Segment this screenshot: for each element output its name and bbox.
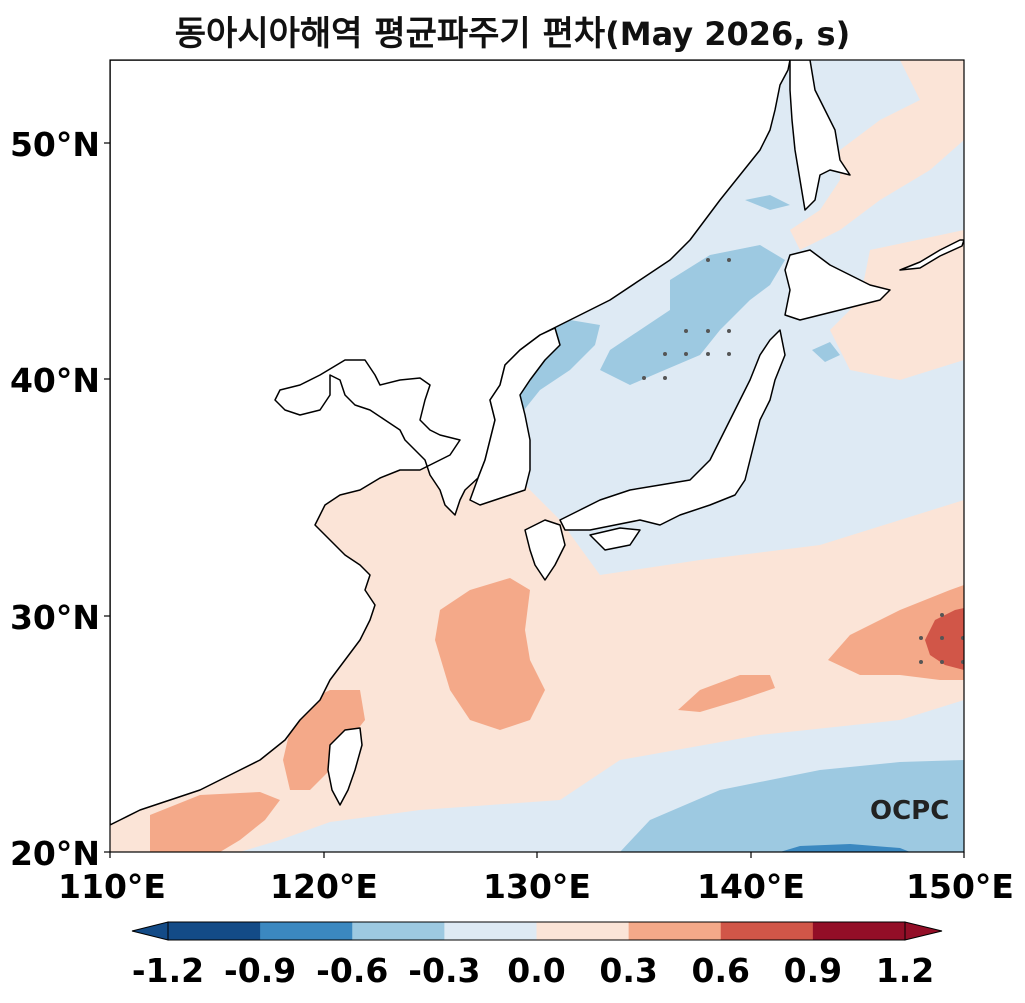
colorbar-segment [352, 922, 445, 940]
pos-mid-region-southwest [150, 792, 280, 852]
colorbar-segment [720, 922, 814, 940]
pos-light-region-east [830, 230, 964, 380]
land-masses [110, 60, 964, 826]
colorbar-segment [628, 922, 722, 940]
colorbar-extend-low [131, 921, 169, 941]
pos-strong-region-east [925, 608, 964, 670]
colorbar-tick-label: 1.2 [876, 951, 934, 990]
colorbar-tick-label: -0.3 [408, 951, 480, 990]
colorbar-frame [167, 921, 906, 941]
neg-mid-region-small-2 [812, 342, 840, 362]
colorbar-tick-label: -0.9 [224, 951, 296, 990]
neg-mid-region-small-1 [745, 195, 790, 210]
neg-strong-region-south [780, 844, 910, 852]
land-hokkaido [784, 249, 891, 321]
x-axis [109, 852, 965, 858]
x-tick-label-110e: 110°E [58, 867, 166, 906]
pos-mid-region-centre [435, 578, 545, 730]
colorbar-segment [260, 922, 353, 940]
x-tick-label-150e: 150°E [906, 867, 1014, 906]
colorbar-tick-label: 0.6 [692, 951, 750, 990]
land-taiwan [327, 727, 363, 806]
y-tick-label-20n: 20°N [10, 834, 100, 873]
y-axis [104, 142, 110, 853]
significance-dots [642, 258, 964, 664]
ocpc-logo: OCPC [870, 796, 950, 826]
map-title-main: 동아시아해역 평균파주기 편차 [174, 14, 606, 54]
pos-light-region-northeast [790, 60, 964, 250]
colorbar-tick-label: 0.3 [599, 951, 657, 990]
colorbar-segment [444, 922, 537, 940]
colorbar-tick-label: 0.0 [507, 951, 565, 990]
colorbar-tick-label: -1.2 [132, 951, 204, 990]
land-korea [469, 327, 561, 506]
land-sakhalin [789, 60, 851, 211]
map-title: 동아시아해역 평균파주기 편차(May 2026, s) [0, 6, 1025, 55]
land-kuril [899, 239, 964, 271]
map-title-suffix: (May 2026, s) [605, 15, 851, 53]
colorbar: -1.2 -0.9 -0.6 -0.3 0.0 0.3 0.6 0.9 1.2 [131, 921, 943, 990]
land-asia-continent [110, 60, 791, 826]
x-tick-label-130e: 130°E [483, 867, 591, 906]
colorbar-segment [536, 922, 630, 940]
colorbar-segment [812, 922, 906, 940]
pos-mid-region-east [828, 585, 964, 680]
y-tick-label-40n: 40°N [10, 361, 100, 400]
x-tick-label-120e: 120°E [270, 867, 378, 906]
land-kyushu [524, 519, 566, 581]
neg-mid-region-korea-coast [495, 320, 600, 420]
neg-mid-region-south [620, 760, 964, 852]
land-shikoku [589, 527, 641, 551]
colorbar-tick-label: -0.6 [316, 951, 388, 990]
colorbar-tick-label: 0.9 [784, 951, 842, 990]
contour-field [110, 60, 964, 852]
land-honshu [559, 329, 786, 531]
y-tick-label-30n: 30°N [10, 598, 100, 637]
x-tick-label-140e: 140°E [697, 867, 805, 906]
colorbar-extend-high [904, 921, 943, 941]
pos-mid-region-ellipse [678, 675, 775, 712]
colorbar-segment [168, 922, 261, 940]
neg-mid-region-eastsea [600, 245, 785, 385]
y-tick-label-50n: 50°N [10, 125, 100, 164]
